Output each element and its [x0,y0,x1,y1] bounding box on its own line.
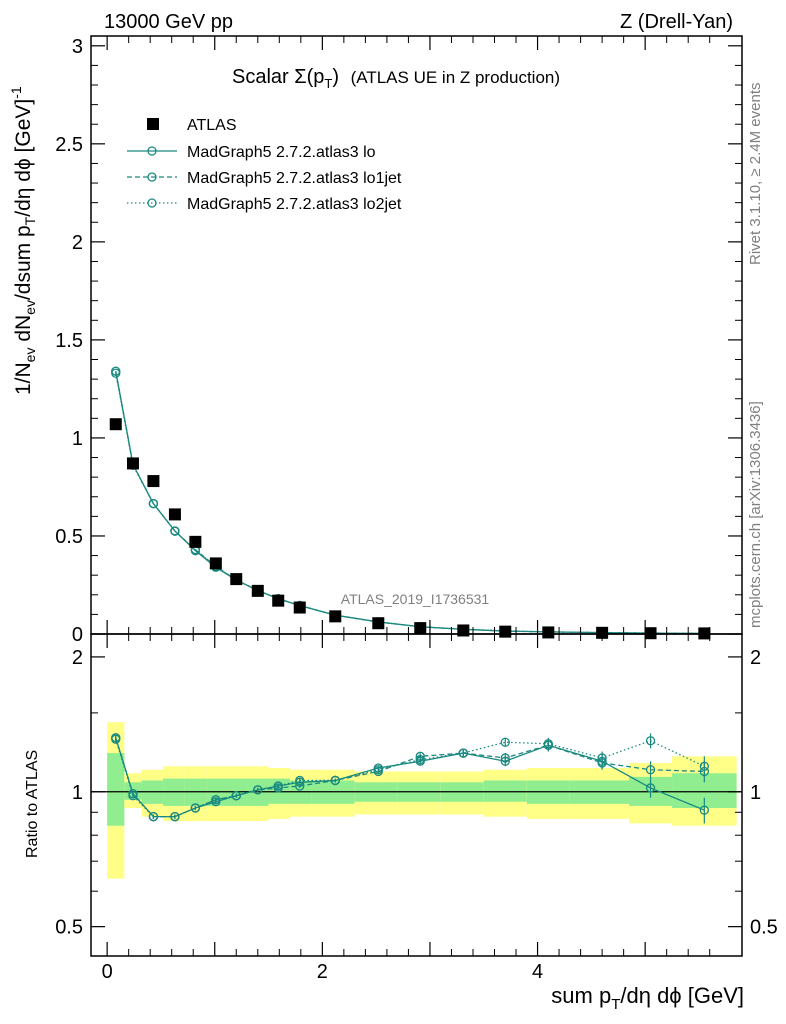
ratio-marker [128,791,138,801]
main-ytick-label: 0 [72,624,83,646]
atlas-data-point [372,617,385,630]
atlas-data-point [209,557,222,570]
ratio-marker [211,795,221,805]
legend-atlas-marker [147,118,159,130]
axis-ticks: 00.511.522.530.5 0.51 12 20 2 4 [55,36,778,983]
ratio-ytick-label: 1 [72,782,83,804]
ratio-plot [111,733,709,824]
xtick-label: 4 [532,961,543,983]
atlas-data-point [230,573,243,586]
ratio-marker [699,761,709,771]
legend-label-lo1jet: MadGraph5 2.7.2.atlas3 lo1jet [187,170,402,187]
ratio-marker [500,753,510,763]
ratio-ytick-label: 0.5 [55,917,83,939]
ratio-marker [330,775,340,786]
header-left: 13000 GeV pp [104,11,233,33]
ratio-marker [111,734,121,744]
main-ytick-label: 2.5 [55,134,83,156]
atlas-data-point [168,508,181,521]
ratio-frame [90,633,743,957]
ratio-marker [645,736,656,746]
plot-title: Scalar Σ(pT) (ATLAS UE in Z production) [232,66,560,91]
title-main: Scalar Σ(p [232,66,324,88]
atlas-data-point [251,584,264,597]
ratio-marker [190,803,201,813]
legend-label-lo2jet: MadGraph5 2.7.2.atlas3 lo2jet [187,196,402,213]
ratio-marker [273,781,283,791]
atlas-data-point [644,627,657,640]
band-inner [483,780,527,802]
header-right: Z (Drell-Yan) [620,11,733,33]
x-axis-title: sum pT/dη dϕ [GeV] [551,983,744,1013]
title-tail: (ATLAS UE in Z production) [351,68,560,87]
atlas-data-point [147,475,160,488]
legend-marker-lo1jet [147,172,157,182]
atlas-data-point [126,457,139,470]
ratio-marker [543,739,553,749]
ratio-marker [458,748,468,758]
main-ytick-label: 2 [72,232,83,254]
atlas-data-point [499,625,512,638]
main-ytick-label: 3 [72,36,83,58]
legend-marker-lo [147,146,157,156]
legend-marker-lo2jet [147,198,157,208]
main-ytick-label: 1.5 [55,330,83,352]
y-axis-title: 1/Nev dNev/dsum pT/dη dϕ [GeV]-1 [8,86,38,395]
ratio-marker [597,753,607,763]
title-close: ) [332,66,339,88]
mc-marker [111,368,121,378]
atlas-data-point [293,601,306,614]
atlas-data-point [109,418,122,431]
atlas-data-point [542,626,555,639]
mcplots-label: mcplots.cern.ch [arXiv:1306.3436] [747,401,764,628]
band-inner [107,753,125,826]
analysis-watermark: ATLAS_2019_I1736531 [341,591,490,607]
ratio-ytick-label-right: 0.5 [750,917,778,939]
ratio-marker [415,754,425,765]
xtick-label: 0 [102,961,113,983]
atlas-data-point [189,535,202,548]
ratio-uncertainty-bands [91,722,742,879]
ratio-marker [500,737,510,747]
ratio-ytick-label-right: 2 [750,647,761,669]
ratio-marker [373,765,383,775]
atlas-data-point [272,594,285,607]
main-ytick-label: 1 [72,428,83,450]
xtick-label: 2 [317,961,328,983]
ratio-marker [645,783,656,793]
atlas-data-point [414,622,427,635]
ratio-marker [645,765,656,775]
ratio-marker [148,812,159,822]
ratio-marker [253,785,263,795]
y-axis-title-ratio: Ratio to ATLAS [24,750,41,858]
ratio-marker [295,775,305,786]
legend: ATLAS MadGraph5 2.7.2.atlas3 lo MadGraph… [127,117,402,213]
mc-marker [148,498,159,509]
ratio-marker [231,791,241,801]
ratio-marker [699,805,709,815]
ratio-marker [170,812,180,822]
main-ytick-label: 0.5 [55,526,83,548]
title-sub: T [324,76,332,91]
atlas-data-point [329,610,342,623]
legend-label-lo: MadGraph5 2.7.2.atlas3 lo [187,144,376,161]
mc-marker [170,526,180,536]
ratio-ytick-label: 2 [72,647,83,669]
legend-label-atlas: ATLAS [187,117,237,134]
rivet-label: Rivet 3.1.10, ≥ 2.4M events [747,83,764,266]
ratio-ytick-label-right: 1 [750,782,761,804]
